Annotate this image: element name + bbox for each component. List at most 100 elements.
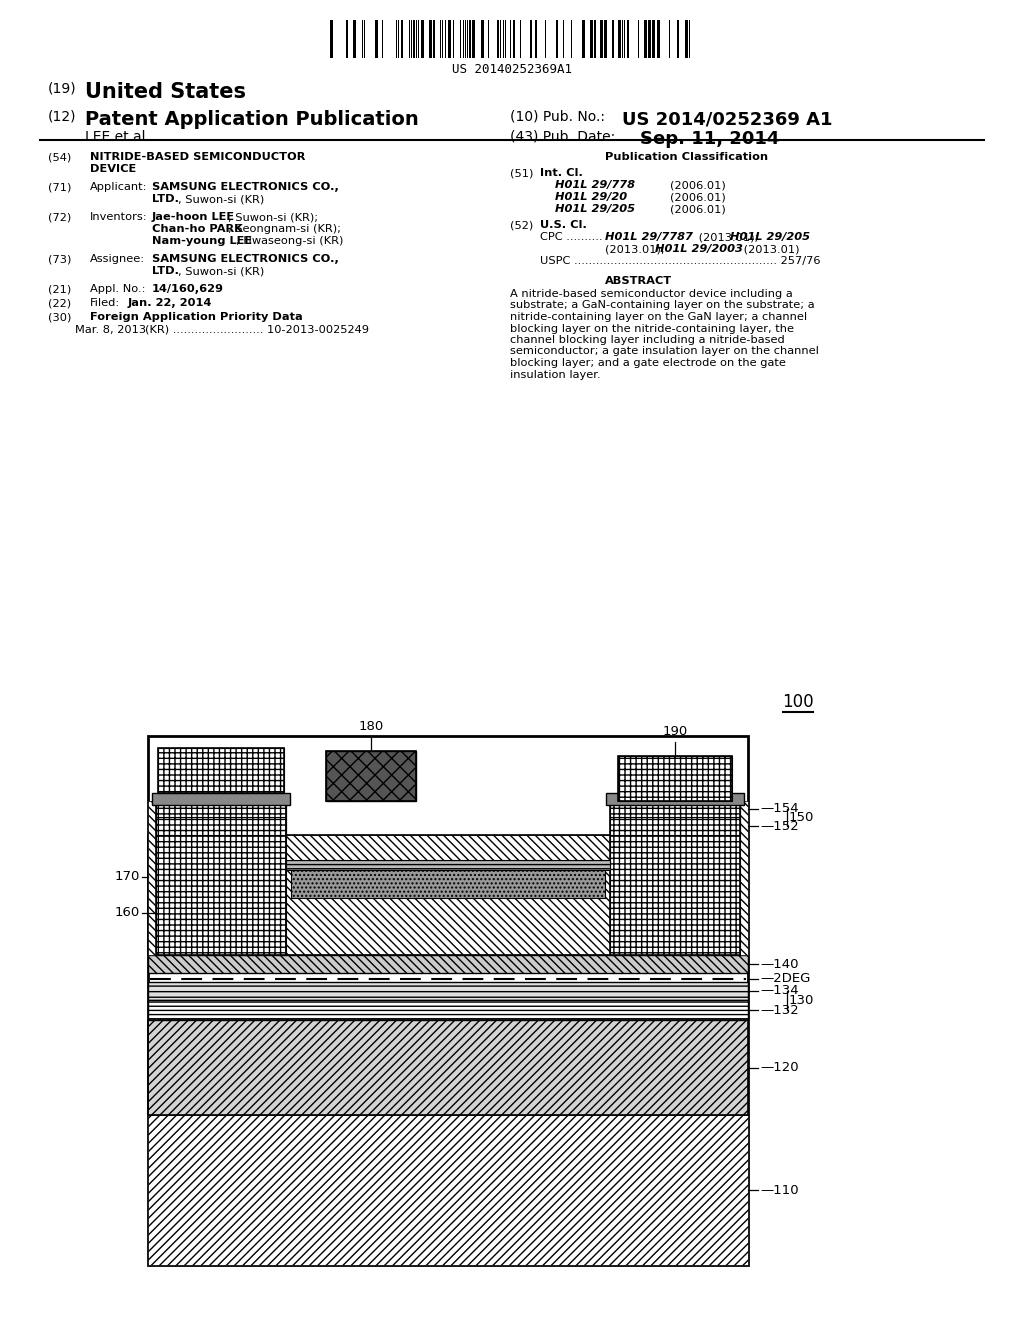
Bar <box>627 20 629 58</box>
Bar <box>148 737 748 1265</box>
Bar <box>530 20 532 58</box>
Bar <box>433 20 435 58</box>
Bar <box>556 20 558 58</box>
Bar <box>158 748 284 793</box>
Text: Sep. 11, 2014: Sep. 11, 2014 <box>640 129 779 148</box>
Text: H01L 29/205: H01L 29/205 <box>555 205 635 214</box>
Bar <box>156 801 286 954</box>
Bar <box>481 20 484 58</box>
Text: NITRIDE-BASED SEMICONDUCTOR: NITRIDE-BASED SEMICONDUCTOR <box>90 152 305 162</box>
Bar <box>610 801 740 954</box>
Text: insulation layer.: insulation layer. <box>510 370 601 380</box>
Bar <box>291 870 605 898</box>
Text: Appl. No.:: Appl. No.: <box>90 284 145 294</box>
Bar <box>469 20 471 58</box>
Bar <box>618 756 732 801</box>
Bar <box>148 1115 748 1265</box>
Bar <box>286 861 610 870</box>
Text: semiconductor; a gate insulation layer on the channel: semiconductor; a gate insulation layer o… <box>510 346 819 356</box>
Text: , Suwon-si (KR): , Suwon-si (KR) <box>178 194 264 205</box>
Text: —154: —154 <box>760 803 799 816</box>
Text: (43) Pub. Date:: (43) Pub. Date: <box>510 129 615 144</box>
Bar <box>657 20 660 58</box>
Bar <box>497 20 499 58</box>
Text: H01L 29/2003: H01L 29/2003 <box>655 244 742 253</box>
Text: 100: 100 <box>782 693 814 711</box>
Text: H01L 29/778: H01L 29/778 <box>555 180 635 190</box>
Text: , Hwaseong-si (KR): , Hwaseong-si (KR) <box>236 236 343 246</box>
Bar <box>535 20 537 58</box>
Text: United States: United States <box>85 82 246 102</box>
Bar <box>330 20 333 58</box>
Bar <box>421 20 424 58</box>
Bar <box>606 793 744 805</box>
Text: blocking layer on the nitride-containing layer, the: blocking layer on the nitride-containing… <box>510 323 794 334</box>
Text: Mar. 8, 2013: Mar. 8, 2013 <box>75 325 146 335</box>
Bar <box>286 861 610 870</box>
Text: Nam-young LEE: Nam-young LEE <box>152 236 252 246</box>
Bar <box>413 20 415 58</box>
Bar <box>612 20 614 58</box>
Text: USPC ........................................................ 257/76: USPC ...................................… <box>540 256 820 267</box>
Bar <box>326 751 416 801</box>
Bar <box>156 801 286 954</box>
Bar <box>618 20 621 58</box>
Text: , Suwon-si (KR): , Suwon-si (KR) <box>178 267 264 276</box>
Text: , Seongnam-si (KR);: , Seongnam-si (KR); <box>228 224 341 234</box>
Text: , Suwon-si (KR);: , Suwon-si (KR); <box>228 213 318 222</box>
Text: Chan-ho PARK: Chan-ho PARK <box>152 224 243 234</box>
Bar <box>652 20 655 58</box>
Text: substrate; a GaN-containing layer on the substrate; a: substrate; a GaN-containing layer on the… <box>510 301 815 310</box>
Bar <box>610 801 740 954</box>
Text: —132: —132 <box>760 1003 799 1016</box>
Bar <box>346 20 348 58</box>
Text: H01L 29/7787: H01L 29/7787 <box>605 232 693 242</box>
Text: (51): (51) <box>510 168 534 178</box>
Text: 180: 180 <box>358 719 384 733</box>
Bar <box>644 20 647 58</box>
Text: (54): (54) <box>48 152 72 162</box>
Bar <box>353 20 356 58</box>
Bar <box>156 801 286 817</box>
Text: —140: —140 <box>760 957 799 970</box>
Text: 190: 190 <box>663 725 688 738</box>
Bar <box>401 20 403 58</box>
Text: Jae-hoon LEE: Jae-hoon LEE <box>152 213 236 222</box>
Bar <box>685 20 688 58</box>
Text: H01L 29/205: H01L 29/205 <box>730 232 810 242</box>
Bar <box>148 954 748 973</box>
Text: (52): (52) <box>510 220 534 230</box>
Text: (2006.01): (2006.01) <box>670 180 726 190</box>
Bar <box>148 982 748 1001</box>
Text: (30): (30) <box>48 312 72 322</box>
Bar <box>513 20 515 58</box>
Text: channel blocking layer including a nitride-based: channel blocking layer including a nitri… <box>510 335 784 345</box>
Text: US 2014/0252369 A1: US 2014/0252369 A1 <box>622 110 833 128</box>
Bar <box>148 1020 748 1115</box>
Bar <box>648 20 651 58</box>
Text: (21): (21) <box>48 284 72 294</box>
Bar <box>604 20 607 58</box>
Bar <box>734 801 748 954</box>
Text: Publication Classification: Publication Classification <box>605 152 768 162</box>
Text: U.S. Cl.: U.S. Cl. <box>540 220 587 230</box>
Bar <box>375 20 378 58</box>
Text: (12): (12) <box>48 110 77 124</box>
Text: ABSTRACT: ABSTRACT <box>605 276 672 286</box>
Bar <box>618 756 732 801</box>
Bar <box>610 801 740 817</box>
Bar <box>291 870 605 898</box>
Text: A nitride-based semiconductor device including a: A nitride-based semiconductor device inc… <box>510 289 793 300</box>
Bar <box>148 982 748 1001</box>
Bar <box>429 20 432 58</box>
Text: (73): (73) <box>48 253 72 264</box>
Bar <box>582 20 585 58</box>
Bar <box>590 20 593 58</box>
Bar <box>610 817 740 836</box>
Text: —120: —120 <box>760 1061 799 1074</box>
Bar <box>148 1020 748 1115</box>
Text: —110: —110 <box>760 1184 799 1196</box>
Text: (2006.01): (2006.01) <box>670 191 726 202</box>
Bar <box>600 20 603 58</box>
Text: LTD.: LTD. <box>152 194 179 205</box>
